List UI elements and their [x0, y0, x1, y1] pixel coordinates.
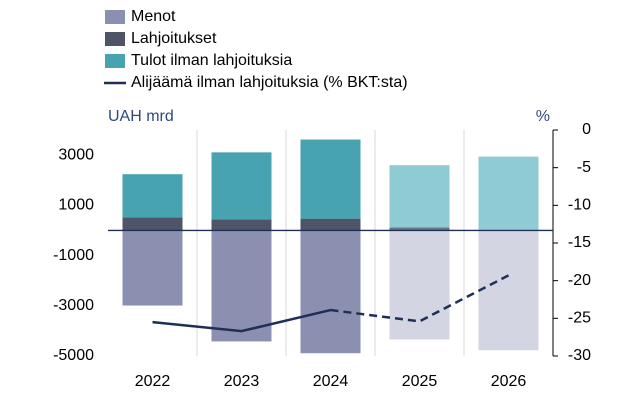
y2-tick-label: -5: [577, 159, 591, 176]
x-tick-label: 2022: [135, 373, 171, 390]
legend-label: Menot: [131, 8, 176, 25]
y2-tick-label: 0: [582, 121, 591, 138]
bar: [478, 156, 539, 230]
x-tick-label: 2024: [313, 373, 349, 390]
y2-axis-label: %: [536, 108, 550, 125]
x-tick-label: 2023: [224, 373, 260, 390]
y2-tick-label: -10: [568, 197, 591, 214]
line: [330, 274, 510, 323]
bar: [389, 227, 450, 231]
bar: [122, 217, 183, 231]
bar: [211, 230, 272, 342]
bar: [389, 230, 450, 340]
y-tick-label: 3000: [58, 146, 94, 163]
legend-swatch: [105, 32, 125, 46]
x-tick-label: 2026: [491, 373, 527, 390]
bar: [300, 139, 361, 219]
bar: [389, 165, 450, 228]
y-axis-label: UAH mrd: [108, 108, 174, 125]
y2-tick-label: -30: [568, 347, 591, 364]
y-tick-label: -3000: [53, 297, 94, 314]
y2-tick-label: -15: [568, 234, 591, 251]
legend-label: Alijäämä ilman lahjoituksia (% BKT:sta): [131, 74, 408, 91]
bar: [122, 230, 183, 306]
bar: [300, 230, 361, 354]
bar: [211, 152, 272, 220]
bar: [122, 174, 183, 218]
y-tick-label: -1000: [53, 247, 94, 264]
y-tick-label: 1000: [58, 197, 94, 214]
legend-swatch: [105, 10, 125, 24]
x-tick-label: 2025: [402, 373, 438, 390]
bar: [211, 219, 272, 231]
y2-tick-label: -25: [568, 310, 591, 327]
bar: [478, 230, 539, 351]
legend-swatch: [105, 54, 125, 68]
legend-label: Tulot ilman lahjoituksia: [131, 52, 292, 69]
line: [152, 308, 331, 333]
bar: [300, 218, 361, 231]
y2-tick-label: -20: [568, 272, 591, 289]
y-tick-label: -5000: [53, 347, 94, 364]
legend-label: Lahjoitukset: [131, 30, 217, 47]
